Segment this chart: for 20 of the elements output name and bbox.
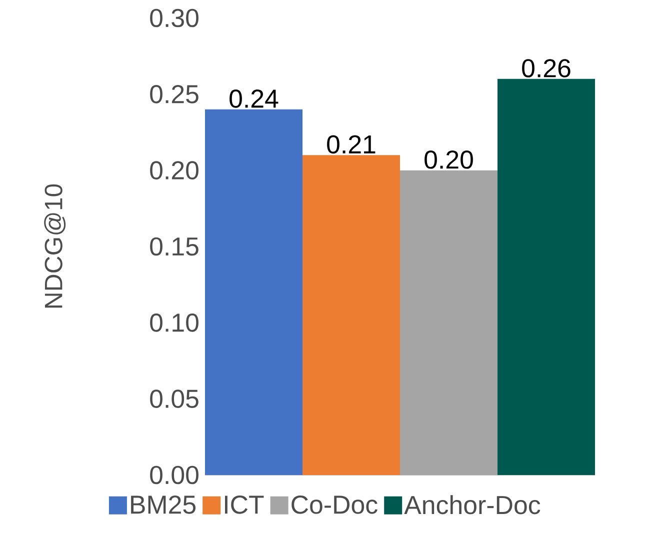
y-tick-label: 0.15 (150, 237, 198, 256)
y-tick-label: 0.05 (150, 390, 198, 408)
legend-label: Anchor-Doc (404, 495, 540, 514)
data-label: 0.26 (522, 59, 570, 78)
y-axis-title: NDCG@10 (44, 184, 66, 308)
bar (205, 109, 303, 475)
legend-label: ICT (224, 496, 264, 514)
data-label: 0.24 (230, 90, 278, 108)
legend-label: Co-Doc (292, 496, 378, 514)
data-label: 0.21 (327, 135, 376, 154)
y-tick-label: 0.00 (150, 466, 198, 484)
legend-label: BM25 (131, 496, 196, 514)
y-tick-label: 0.25 (150, 84, 198, 104)
y-tick-label: 0.30 (150, 8, 198, 28)
bar (302, 155, 400, 475)
y-tick-label: 0.20 (150, 161, 198, 180)
bar (400, 170, 498, 475)
data-label: 0.20 (424, 150, 473, 169)
y-tick-label: 0.10 (150, 313, 198, 332)
bar (498, 78, 596, 475)
